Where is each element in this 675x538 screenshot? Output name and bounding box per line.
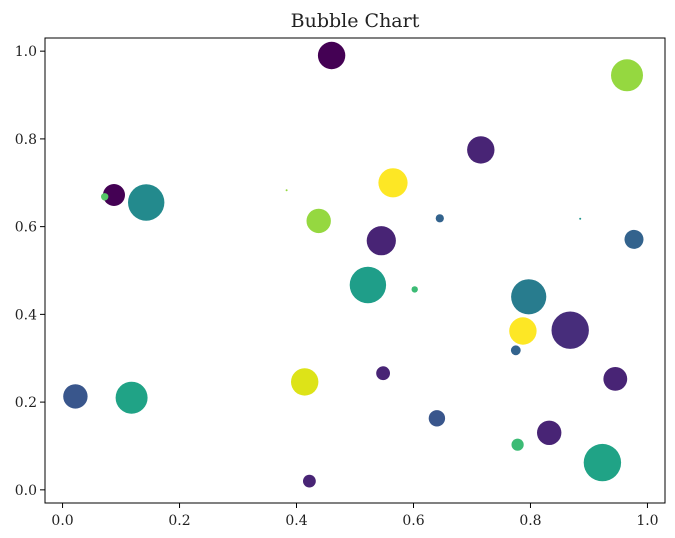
x-axis: 0.0 0.2 0.4 0.6 0.8 1.0 xyxy=(51,503,659,529)
bubble-point xyxy=(291,368,319,396)
x-tick-label: 1.0 xyxy=(636,513,658,529)
bubble-point xyxy=(428,410,446,427)
bubble-point xyxy=(583,443,622,482)
bubble-point xyxy=(509,317,537,345)
bubble-point xyxy=(411,286,418,293)
y-tick-label: 0.0 xyxy=(15,483,37,499)
bubble-point xyxy=(128,184,165,221)
bubble-point xyxy=(537,420,562,445)
bubble-point xyxy=(603,367,628,391)
bubble-point xyxy=(624,229,644,249)
bubble-point xyxy=(101,193,109,201)
y-tick-label: 0.2 xyxy=(15,395,37,411)
bubble-point xyxy=(349,266,387,304)
bubble-point xyxy=(63,384,88,409)
x-tick-label: 0.0 xyxy=(51,513,73,529)
bubble-point xyxy=(317,41,346,70)
bubble-point xyxy=(303,474,316,488)
x-tick-label: 0.4 xyxy=(285,513,307,529)
x-tick-label: 0.8 xyxy=(519,513,541,529)
y-axis: 0.0 0.2 0.4 0.6 0.8 1.0 xyxy=(15,44,45,499)
bubble-point xyxy=(579,217,582,220)
plot-frame xyxy=(44,37,666,504)
bubble-point xyxy=(115,381,148,414)
bubble-point xyxy=(366,226,396,256)
y-tick-label: 0.6 xyxy=(15,220,37,236)
y-tick-label: 0.8 xyxy=(15,132,37,148)
bubble-point xyxy=(285,189,288,192)
plot-area xyxy=(63,41,644,488)
bubble-point xyxy=(467,136,495,164)
chart-title: Bubble Chart xyxy=(291,10,420,32)
bubble-point xyxy=(611,59,643,92)
y-tick-label: 0.4 xyxy=(15,307,37,323)
bubble-point xyxy=(435,214,444,223)
x-tick-label: 0.6 xyxy=(402,513,424,529)
bubble-point xyxy=(378,168,408,198)
bubble-point xyxy=(103,184,125,206)
bubble-point xyxy=(511,438,524,451)
bubble-point xyxy=(376,366,390,381)
bubble-point xyxy=(306,208,331,234)
bubble-point xyxy=(551,311,589,349)
y-tick-label: 1.0 xyxy=(15,44,37,60)
bubble-point xyxy=(511,279,547,315)
bubble-point xyxy=(510,345,521,356)
x-tick-label: 0.2 xyxy=(168,513,190,529)
